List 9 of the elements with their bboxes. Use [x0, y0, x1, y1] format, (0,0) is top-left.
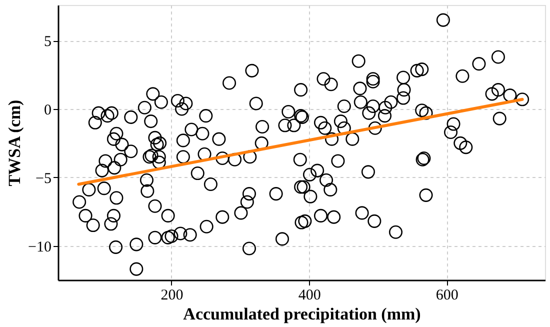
y-tick-label: 5: [44, 34, 52, 50]
y-tick-label: −10: [28, 239, 52, 256]
y-axis-title: TWSA (cm): [5, 100, 24, 186]
y-tick-label: −5: [36, 170, 52, 187]
x-tick-label: 600: [436, 288, 458, 304]
x-axis-title: Accumulated precipitation (mm): [183, 304, 421, 324]
x-tick-label: 200: [160, 288, 184, 304]
x-tick-label: 400: [298, 288, 321, 304]
y-tick-label: 0: [44, 102, 52, 118]
